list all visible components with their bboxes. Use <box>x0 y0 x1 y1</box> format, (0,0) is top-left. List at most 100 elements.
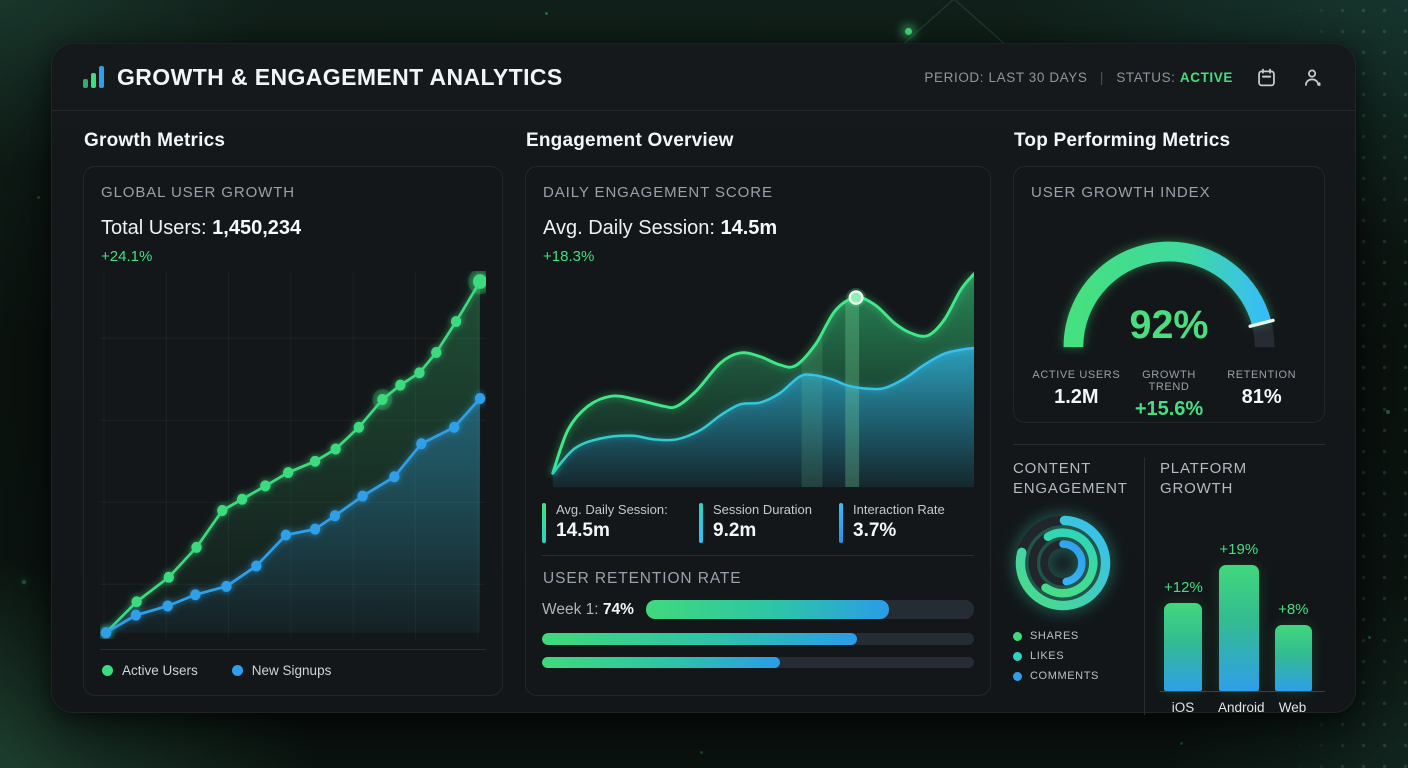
stat-value: 9.2m <box>713 520 757 541</box>
glow-dot <box>22 580 26 584</box>
bottom-metrics-row: CONTENT ENGAGEMENT SHARES LIKES <box>1013 444 1325 715</box>
period-label: PERIOD: <box>924 69 985 85</box>
platform-growth-bars: +12% +19% +8% <box>1160 515 1325 692</box>
legend-comments-label: COMMENTS <box>1030 670 1099 682</box>
status-value: ACTIVE <box>1179 69 1233 85</box>
top-performing-heading: Top Performing Metrics <box>1014 130 1231 151</box>
bar-category-label: Android <box>1218 700 1265 715</box>
retention-bar-track <box>542 656 974 668</box>
week1-label: Week 1: <box>542 600 599 618</box>
daily-engagement-title: DAILY ENGAGEMENT SCORE <box>543 184 773 201</box>
bar-column-ios: +12% <box>1164 579 1203 691</box>
stat-label: Interaction Rate <box>853 502 945 517</box>
calendar-icon[interactable] <box>1253 64 1279 90</box>
retention-week1-label: Week 1: 74% <box>542 601 634 619</box>
gauge-stat-label: ACTIVE USERS <box>1032 369 1121 381</box>
platform-growth-title: PLATFORM GROWTH <box>1160 460 1247 497</box>
gauge-stat-label: RETENTION <box>1227 369 1297 381</box>
dashboard-panel: GROWTH & ENGAGEMENT ANALYTICS PERIOD: LA… <box>51 43 1356 715</box>
legend-active-users-label: Active Users <box>122 663 198 678</box>
legend-comments: COMMENTS <box>1013 670 1144 682</box>
meta-separator: | <box>1099 69 1104 85</box>
content-engagement-legend: SHARES LIKES COMMENTS <box>1013 630 1144 682</box>
svg-text:92%: 92% <box>1130 303 1209 347</box>
global-user-growth-card: GLOBAL USER GROWTH Total Users: 1,450,23… <box>83 166 503 696</box>
bar-ios <box>1164 603 1203 691</box>
gauge-stat-active-users: ACTIVE USERS 1.2M <box>1030 369 1123 421</box>
stat-value: 14.5m <box>556 520 610 541</box>
stat-avg-daily-session: Avg. Daily Session: 14.5m <box>542 501 699 543</box>
bar-category-label: Web <box>1278 700 1307 715</box>
daily-engagement-card: DAILY ENGAGEMENT SCORE Avg. Daily Sessio… <box>525 166 991 696</box>
glow-dot <box>1180 742 1183 745</box>
retention-bar-track <box>542 633 974 645</box>
divider <box>542 555 974 556</box>
stat-label: Avg. Daily Session: <box>556 502 668 517</box>
engagement-delta: +18.3% <box>543 248 595 265</box>
retention-bar-fill <box>645 600 889 619</box>
divider <box>100 649 486 650</box>
growth-chart-legend: Active Users New Signups <box>100 650 486 680</box>
avg-session-label: Avg. Daily Session: <box>543 217 715 239</box>
content-engagement-title: CONTENT ENGAGEMENT <box>1013 460 1128 497</box>
stat-accent-bar <box>699 503 703 543</box>
total-users-line: Total Users: 1,450,234 <box>101 217 486 240</box>
gauge-stat-retention: RETENTION 81% <box>1215 369 1308 421</box>
gauge-stat-label: GROWTH TREND <box>1142 369 1196 393</box>
user-retention-title: USER RETENTION RATE <box>543 570 742 587</box>
bar-column-web: +8% <box>1274 601 1312 691</box>
retention-week1-row: Week 1: 74% <box>542 600 974 619</box>
stat-interaction-rate: Interaction Rate 3.7% <box>839 501 945 543</box>
total-users-label: Total Users: <box>101 217 207 239</box>
gauge-stat-value: 81% <box>1241 386 1282 408</box>
vertical-divider <box>1144 457 1145 715</box>
glow-dot <box>1386 410 1390 414</box>
bar-value-label: +12% <box>1164 579 1203 596</box>
period-status-text: PERIOD: LAST 30 DAYS | STATUS: ACTIVE <box>924 70 1233 85</box>
dashboard-body: Growth Metrics Engagement Overview Top P… <box>52 111 1355 715</box>
platform-growth-categories: iOS Android Web <box>1160 692 1325 715</box>
legend-shares-label: SHARES <box>1030 630 1079 642</box>
bar-category-label: iOS <box>1171 700 1195 715</box>
retention-bar-fill <box>542 633 858 645</box>
engagement-overview-heading: Engagement Overview <box>526 130 734 151</box>
total-users-value: 1,450,234 <box>212 217 302 239</box>
bar-value-label: +19% <box>1219 540 1259 558</box>
page-title: GROWTH & ENGAGEMENT ANALYTICS <box>117 63 563 90</box>
legend-new-signups-label: New Signups <box>251 663 332 678</box>
legend-dot-blue <box>231 665 243 676</box>
user-growth-gauge: 92% <box>1030 215 1308 355</box>
header: GROWTH & ENGAGEMENT ANALYTICS PERIOD: LA… <box>52 44 1355 111</box>
content-engagement-rings <box>1013 505 1144 624</box>
header-meta: PERIOD: LAST 30 DAYS | STATUS: ACTIVE <box>924 64 1325 90</box>
legend-dot-green <box>1013 631 1022 641</box>
bar-value-label: +8% <box>1278 601 1309 618</box>
user-growth-line-chart <box>100 271 486 639</box>
retention-bar-track <box>645 600 974 619</box>
glow-dot <box>545 12 548 15</box>
avg-session-line: Avg. Daily Session: 14.5m <box>543 217 974 240</box>
legend-dot-green <box>102 665 113 676</box>
gauge-stats-row: ACTIVE USERS 1.2M GROWTH TREND +15.6% RE… <box>1030 369 1308 421</box>
status-label: STATUS: <box>1116 69 1176 85</box>
stat-label: Session Duration <box>713 502 812 517</box>
stat-accent-bar <box>542 503 546 543</box>
engagement-stats-row: Avg. Daily Session: 14.5m Session Durati… <box>542 501 974 545</box>
legend-dot-teal <box>1013 651 1022 661</box>
user-icon[interactable] <box>1299 64 1325 90</box>
glow-dot <box>37 196 40 199</box>
growth-delta: +24.1% <box>101 248 153 265</box>
stat-accent-bar <box>839 503 843 543</box>
platform-growth-section: PLATFORM GROWTH +12% +19% +8% <box>1145 457 1325 715</box>
user-growth-index-card: USER GROWTH INDEX 92% ACTIVE USERS 1.2M … <box>1013 166 1325 423</box>
legend-likes-label: LIKES <box>1030 650 1065 662</box>
avg-session-value: 14.5m <box>720 217 778 239</box>
week1-value: 74% <box>602 600 634 618</box>
engagement-area-chart <box>542 271 974 489</box>
growth-metrics-heading: Growth Metrics <box>84 130 226 151</box>
bar-web <box>1274 625 1312 691</box>
glow-dot <box>905 28 912 35</box>
legend-shares: SHARES <box>1013 630 1144 642</box>
bar-chart-logo-icon <box>83 66 104 88</box>
bar-android <box>1218 564 1259 691</box>
